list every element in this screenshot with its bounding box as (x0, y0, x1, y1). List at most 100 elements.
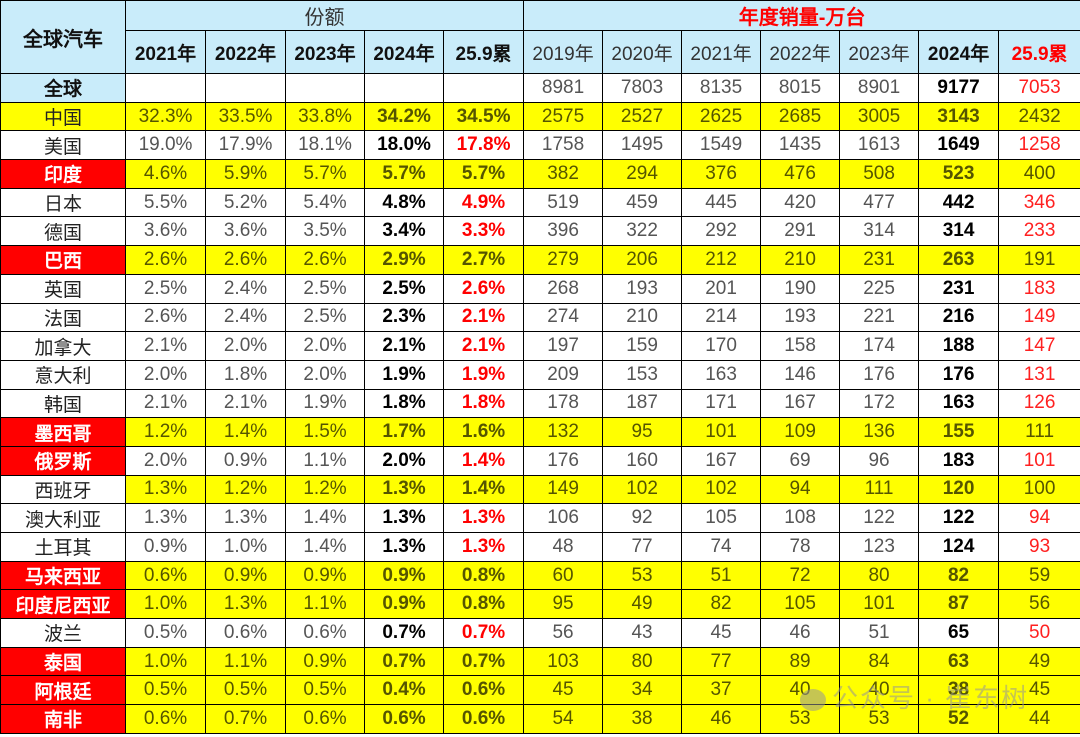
share-cell: 0.9% (364, 560, 444, 591)
sales-cell: 38 (918, 675, 1000, 706)
share-cell: 33.5% (205, 101, 286, 132)
share-cell: 34.2% (364, 101, 444, 132)
sales-year-header: 2023年 (839, 30, 920, 74)
share-cell: 0.7% (442, 646, 525, 677)
sales-cell: 314 (918, 216, 1000, 247)
sales-cell: 214 (681, 302, 762, 333)
row-label: 日本 (0, 187, 126, 218)
sales-cell: 476 (760, 159, 841, 189)
sales-cell: 105 (681, 503, 762, 533)
share-cell: 1.9% (285, 388, 365, 419)
row-label: 墨西哥 (0, 417, 126, 447)
sales-cell: 176 (523, 445, 604, 476)
row-label: 意大利 (0, 359, 126, 390)
share-cell: 0.6% (285, 704, 365, 734)
share-cell: 1.7% (364, 417, 444, 447)
sales-cell: 400 (998, 159, 1080, 189)
share-cell: 32.3% (125, 101, 206, 132)
sales-cell: 101 (839, 589, 920, 620)
sales-year-header: 2019年 (523, 30, 604, 74)
share-cell: 0.5% (125, 618, 206, 648)
share-cell: 1.5% (285, 417, 365, 447)
sales-cell: 2575 (523, 101, 604, 132)
sales-cell: 63 (918, 646, 1000, 677)
share-cell: 2.1% (205, 388, 286, 419)
share-cell: 1.0% (205, 532, 286, 562)
sales-cell: 160 (602, 445, 683, 476)
table-row: 澳大利亚 1.3% 1.3% 1.4% 1.3% 1.3% 106 92 105 108 122 12… (0, 503, 1080, 533)
sales-cell: 190 (760, 273, 841, 304)
table-row: 阿根廷 0.5% 0.5% 0.5% 0.4% 0.6% 45 34 37 40 40 38 45 (0, 675, 1080, 706)
table-row: 日本 5.5% 5.2% 5.4% 4.8% 4.9% 519 459 445 420 477 442… (0, 187, 1080, 218)
share-cell: 0.8% (442, 589, 525, 620)
share-cell: 1.9% (364, 359, 444, 390)
share-cell: 0.9% (125, 532, 206, 562)
share-cell: 0.7% (442, 618, 525, 648)
share-cell: 2.0% (125, 359, 206, 390)
sales-cell: 523 (918, 159, 1000, 189)
share-cell (125, 73, 206, 103)
sales-cell: 147 (998, 331, 1080, 361)
sales-cell: 7803 (602, 73, 683, 103)
share-group-header: 份额 (124, 0, 525, 31)
sales-cell: 40 (839, 675, 920, 706)
share-cell: 3.5% (285, 216, 365, 247)
share-cell: 0.9% (285, 560, 365, 591)
share-cell: 1.3% (205, 589, 286, 620)
share-year-header: 2022年 (205, 30, 286, 74)
sales-cell: 174 (839, 331, 920, 361)
sales-cell: 102 (602, 474, 683, 505)
sales-cell: 193 (602, 273, 683, 304)
sales-cell: 101 (681, 417, 762, 447)
table-row: 泰国 1.0% 1.1% 0.9% 0.7% 0.7% 103 80 77 89 84 63 49 (0, 646, 1080, 677)
table-row: 南非 0.6% 0.7% 0.6% 0.6% 0.6% 54 38 46 53 53 52 44 (0, 704, 1080, 734)
share-cell: 5.2% (205, 187, 286, 218)
share-cell: 0.6% (125, 560, 206, 591)
sales-cell: 78 (760, 532, 841, 562)
share-cell: 1.1% (285, 445, 365, 476)
sales-cell: 263 (918, 245, 1000, 275)
sales-cell: 72 (760, 560, 841, 591)
share-cell: 1.3% (364, 532, 444, 562)
sales-cell: 292 (681, 216, 762, 247)
sales-cell: 105 (760, 589, 841, 620)
sales-cell: 52 (918, 704, 1000, 734)
share-cell: 19.0% (125, 130, 206, 161)
sales-cell: 206 (602, 245, 683, 275)
sales-cell: 103 (523, 646, 604, 677)
share-cell (285, 73, 365, 103)
share-cell: 0.7% (364, 618, 444, 648)
sales-cell: 209 (523, 359, 604, 390)
row-label: 南非 (0, 704, 126, 734)
sales-cell: 167 (760, 388, 841, 419)
sales-cell: 124 (918, 532, 1000, 562)
row-label: 澳大利亚 (0, 503, 126, 533)
share-cell: 1.2% (285, 474, 365, 505)
share-cell: 2.4% (205, 302, 286, 333)
share-cell: 1.3% (442, 532, 525, 562)
sales-cell: 38 (602, 704, 683, 734)
sales-cell: 92 (602, 503, 683, 533)
sales-cell: 322 (602, 216, 683, 247)
share-cell: 1.2% (205, 474, 286, 505)
sales-cell: 136 (839, 417, 920, 447)
sales-cell: 34 (602, 675, 683, 706)
sales-cell: 158 (760, 331, 841, 361)
share-cell: 0.8% (442, 560, 525, 591)
sales-cell: 193 (760, 302, 841, 333)
sales-cell: 268 (523, 273, 604, 304)
table-row: 印度尼西亚 1.0% 1.3% 1.1% 0.9% 0.8% 95 49 82 105 101 87 5… (0, 589, 1080, 620)
sales-cell: 84 (839, 646, 920, 677)
share-cell: 3.6% (125, 216, 206, 247)
sales-cell: 233 (998, 216, 1080, 247)
share-cell: 2.6% (285, 245, 365, 275)
row-label: 法国 (0, 302, 126, 333)
row-label: 波兰 (0, 618, 126, 648)
row-label: 英国 (0, 273, 126, 304)
sales-year-header: 2024年 (918, 30, 1000, 74)
sales-cell: 187 (602, 388, 683, 419)
sales-cell: 231 (918, 273, 1000, 304)
share-cell: 2.3% (364, 302, 444, 333)
sales-cell: 294 (602, 159, 683, 189)
